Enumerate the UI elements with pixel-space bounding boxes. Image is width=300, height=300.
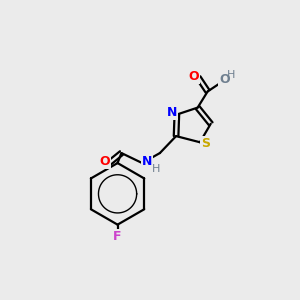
Text: O: O [219,74,230,86]
Text: O: O [188,70,199,83]
Text: F: F [113,230,122,244]
Text: O: O [99,155,110,168]
Text: N: N [167,106,177,119]
Text: N: N [142,155,152,168]
Text: S: S [201,137,210,150]
Text: H: H [227,70,236,80]
Text: H: H [152,164,160,174]
